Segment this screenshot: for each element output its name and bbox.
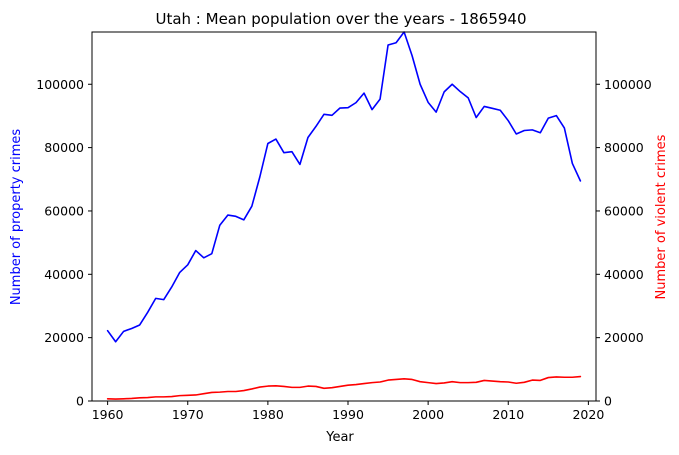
y-left-tick-label: 40000 [44, 267, 84, 282]
y-axis-left: 0 20000 40000 60000 80000 100000 [36, 77, 92, 409]
x-axis-label: Year [325, 430, 354, 445]
x-tick-label: 1990 [332, 407, 364, 422]
series-line-property-crimes [106, 31, 582, 343]
y-left-tick-label: 100000 [36, 77, 84, 92]
x-tick-label: 1980 [252, 407, 284, 422]
y-right-tick-label: 40000 [604, 267, 644, 282]
chart-title: Utah : Mean population over the years - … [155, 10, 526, 28]
y-right-tick-label: 20000 [604, 330, 644, 345]
y-axis-left-label: Number of property crimes [9, 129, 24, 306]
y-right-tick-label: 60000 [604, 203, 644, 218]
x-tick-label: 2010 [492, 407, 524, 422]
series-layer [106, 31, 582, 400]
y-right-tick-label: 0 [604, 394, 612, 409]
x-tick-label: 1970 [172, 407, 204, 422]
plot-frame [91, 31, 597, 402]
y-axis-right: 0 20000 40000 60000 80000 100000 [596, 77, 652, 409]
y-left-tick-label: 80000 [44, 140, 84, 155]
x-tick-label: 2020 [572, 407, 604, 422]
x-tick-label: 1960 [92, 407, 124, 422]
y-right-tick-label: 100000 [604, 77, 652, 92]
series-line-violent-crimes [106, 375, 582, 400]
x-axis: 1960 1970 1980 1990 2000 2010 2020 [92, 401, 604, 422]
y-left-tick-label: 60000 [44, 203, 84, 218]
y-left-tick-label: 0 [76, 394, 84, 409]
y-left-tick-label: 20000 [44, 330, 84, 345]
y-right-tick-label: 80000 [604, 140, 644, 155]
x-tick-label: 2000 [412, 407, 444, 422]
y-axis-right-label: Number of violent crimes [654, 134, 669, 299]
